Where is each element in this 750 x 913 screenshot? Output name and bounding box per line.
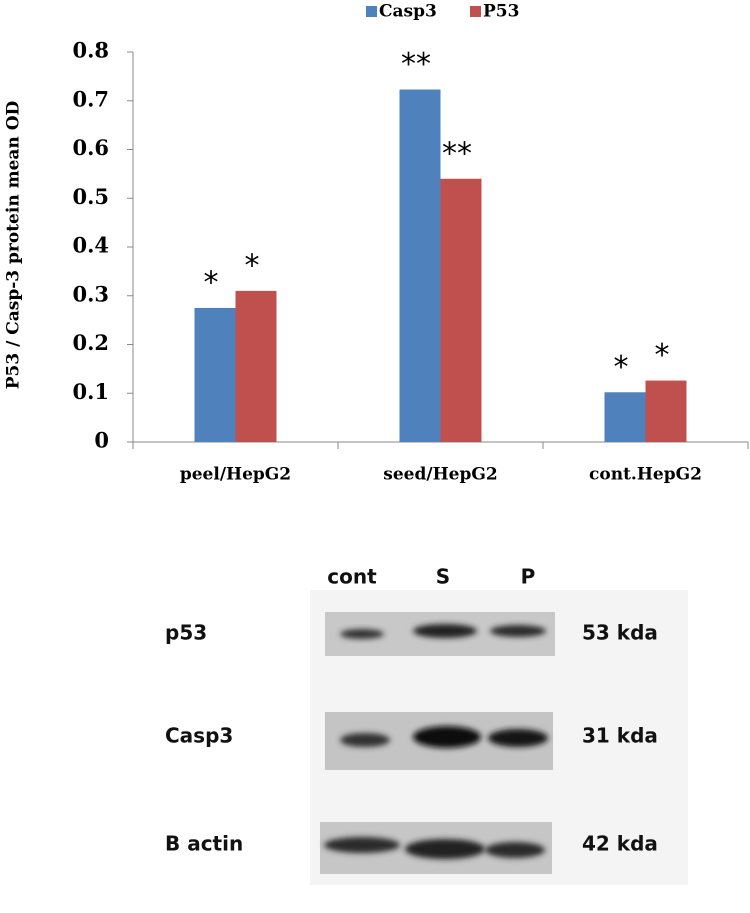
row-label: p53 <box>165 621 207 645</box>
bar <box>604 392 646 442</box>
legend-label: P53 <box>483 2 519 22</box>
lane-label: S <box>436 565 450 589</box>
significance: * <box>614 350 629 385</box>
bar <box>194 307 236 442</box>
y-tick-label: 0.8 <box>72 38 109 63</box>
significance: * <box>204 265 219 300</box>
y-axis-label: P53 / Casp-3 protein mean OD <box>4 100 24 389</box>
row-size: 31 kda <box>582 724 658 748</box>
y-tick-label: 0.7 <box>72 86 109 111</box>
band <box>405 839 485 859</box>
band <box>490 625 546 637</box>
row-label: Casp3 <box>165 724 233 748</box>
bar <box>235 290 277 442</box>
row-size: 53 kda <box>582 621 658 645</box>
row-label: B actin <box>165 832 243 856</box>
y-tick-label: 0.6 <box>72 135 109 160</box>
band <box>340 733 390 747</box>
legend-swatch <box>470 6 481 17</box>
x-tick-label: cont.HepG2 <box>589 465 702 485</box>
band <box>485 842 545 858</box>
x-tick-label: seed/HepG2 <box>383 465 497 485</box>
y-tick-label: 0 <box>94 428 109 453</box>
legend-swatch <box>366 6 377 17</box>
y-tick-label: 0.4 <box>72 233 109 258</box>
lane-label: cont <box>327 565 377 589</box>
band <box>340 629 384 639</box>
bar <box>440 178 482 442</box>
y-tick-label: 0.3 <box>72 281 109 306</box>
significance: ** <box>401 47 431 82</box>
bar <box>399 89 441 442</box>
band <box>324 837 400 853</box>
bar <box>645 380 687 442</box>
y-tick-label: 0.5 <box>72 184 109 209</box>
y-tick-label: 0.1 <box>72 379 109 404</box>
y-tick-label: 0.2 <box>72 330 109 355</box>
x-tick-label: peel/HepG2 <box>180 465 291 485</box>
legend-label: Casp3 <box>379 2 437 22</box>
lane-label: P <box>521 565 536 589</box>
band <box>413 726 481 748</box>
band <box>488 729 548 747</box>
band <box>413 624 477 638</box>
row-size: 42 kda <box>582 832 658 856</box>
significance: * <box>245 248 260 283</box>
significance: * <box>655 338 670 373</box>
significance: ** <box>442 136 472 171</box>
